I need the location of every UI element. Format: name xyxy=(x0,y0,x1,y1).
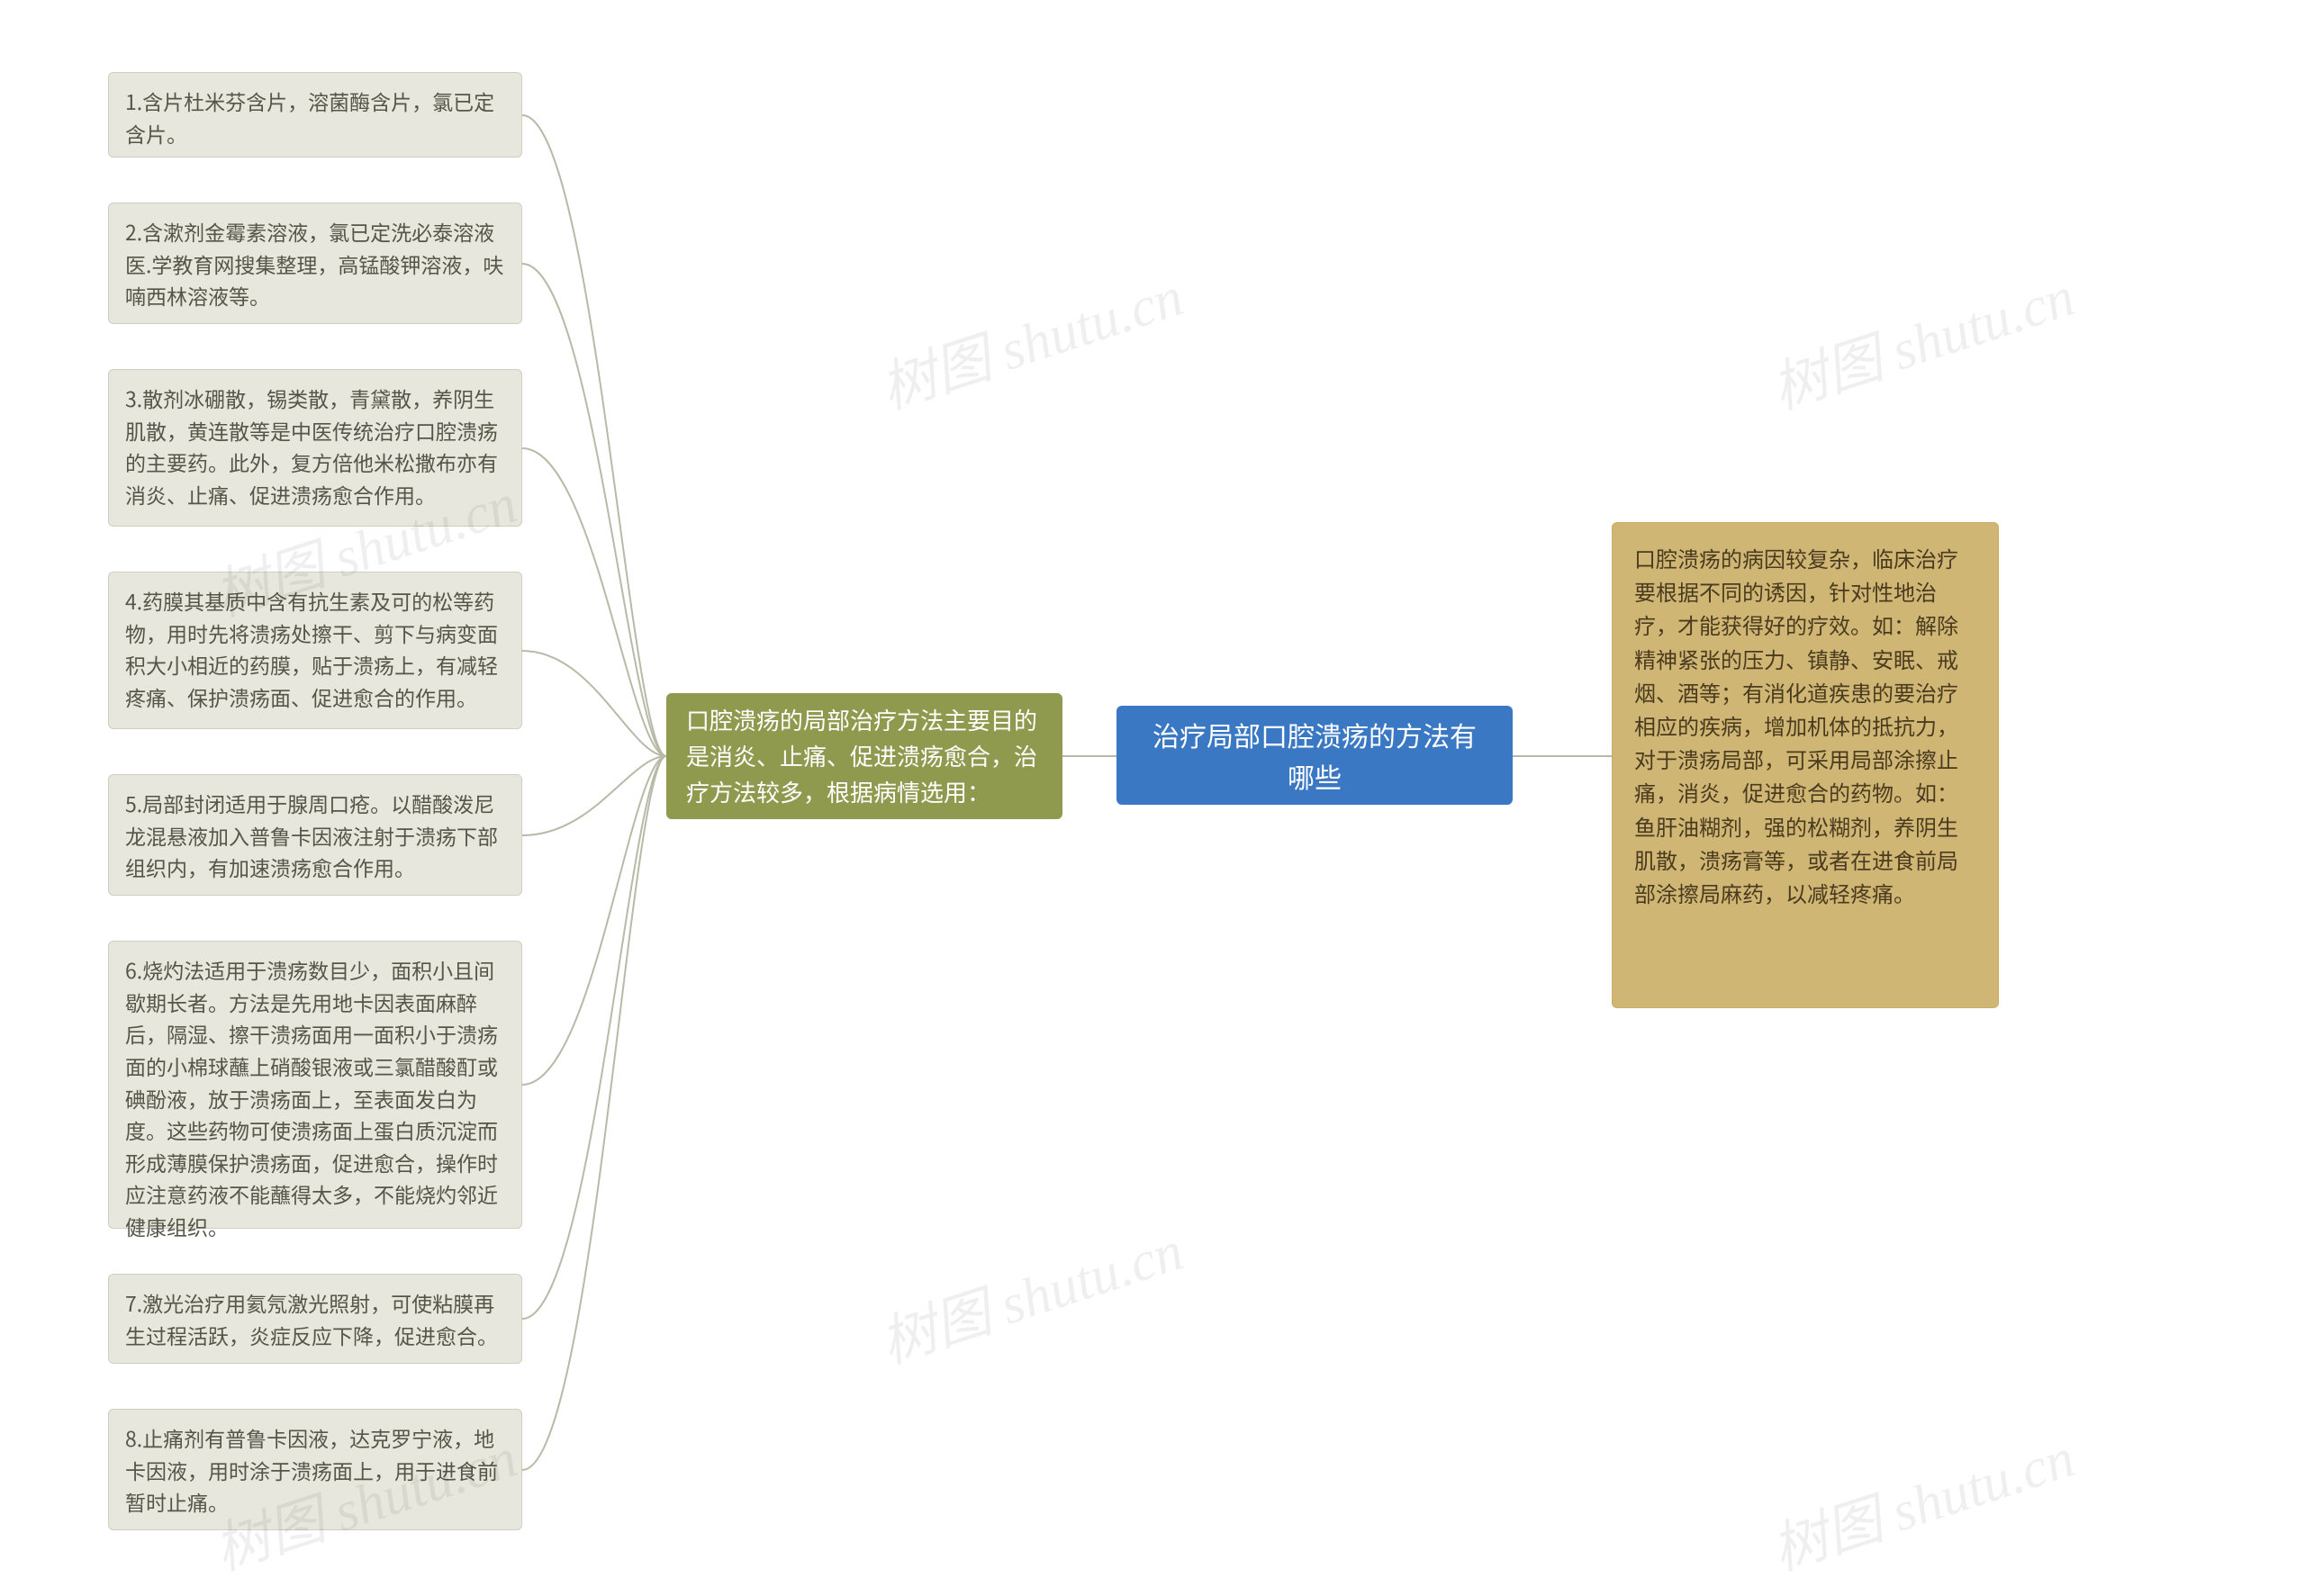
leaf-node-7[interactable]: 7.激光治疗用氦氖激光照射，可使粘膜再生过程活跃，炎症反应下降，促进愈合。 xyxy=(108,1274,522,1364)
watermark: 树图 shutu.cn xyxy=(869,1204,1192,1378)
leaf-node-1[interactable]: 1.含片杜米芬含片，溶菌酶含片，氯已定含片。 xyxy=(108,72,522,158)
leaf-node-6[interactable]: 6.烧灼法适用于溃疡数目少，面积小且间歇期长者。方法是先用地卡因表面麻醉后，隔湿… xyxy=(108,941,522,1229)
right-branch-node[interactable]: 口腔溃疡的病因较复杂，临床治疗要根据不同的诱因，针对性地治疗，才能获得好的疗效。… xyxy=(1612,522,1999,1008)
watermark: 树图 shutu.cn xyxy=(1760,1411,2084,1585)
left-branch-node[interactable]: 口腔溃疡的局部治疗方法主要目的是消炎、止痛、促进溃疡愈合，治疗方法较多，根据病情… xyxy=(666,693,1062,819)
connector-line xyxy=(522,756,666,1085)
leaf-node-8[interactable]: 8.止痛剂有普鲁卡因液，达克罗宁液，地卡因液，用时涂于溃疡面上，用于进食前暂时止… xyxy=(108,1409,522,1530)
connector-line xyxy=(522,651,666,756)
watermark: 树图 shutu.cn xyxy=(1760,250,2084,424)
leaf-node-4[interactable]: 4.药膜其基质中含有抗生素及可的松等药物，用时先将溃疡处擦干、剪下与病变面积大小… xyxy=(108,572,522,729)
connector-line xyxy=(522,115,666,756)
connector-line xyxy=(522,756,666,835)
connector-line xyxy=(522,756,666,1319)
connector-line xyxy=(522,264,666,756)
leaf-node-3[interactable]: 3.散剂冰硼散，锡类散，青黛散，养阴生肌散，黄连散等是中医传统治疗口腔溃疡的主要… xyxy=(108,369,522,527)
connector-line xyxy=(522,448,666,756)
watermark: 树图 shutu.cn xyxy=(869,250,1192,424)
leaf-node-2[interactable]: 2.含漱剂金霉素溶液，氯已定洗必泰溶液医.学教育网搜集整理，高锰酸钾溶液，呋喃西… xyxy=(108,203,522,324)
connector-line xyxy=(522,756,666,1470)
leaf-node-5[interactable]: 5.局部封闭适用于腺周口疮。以醋酸泼尼龙混悬液加入普鲁卡因液注射于溃疡下部组织内… xyxy=(108,774,522,896)
root-node[interactable]: 治疗局部口腔溃疡的方法有哪些 xyxy=(1116,706,1513,805)
